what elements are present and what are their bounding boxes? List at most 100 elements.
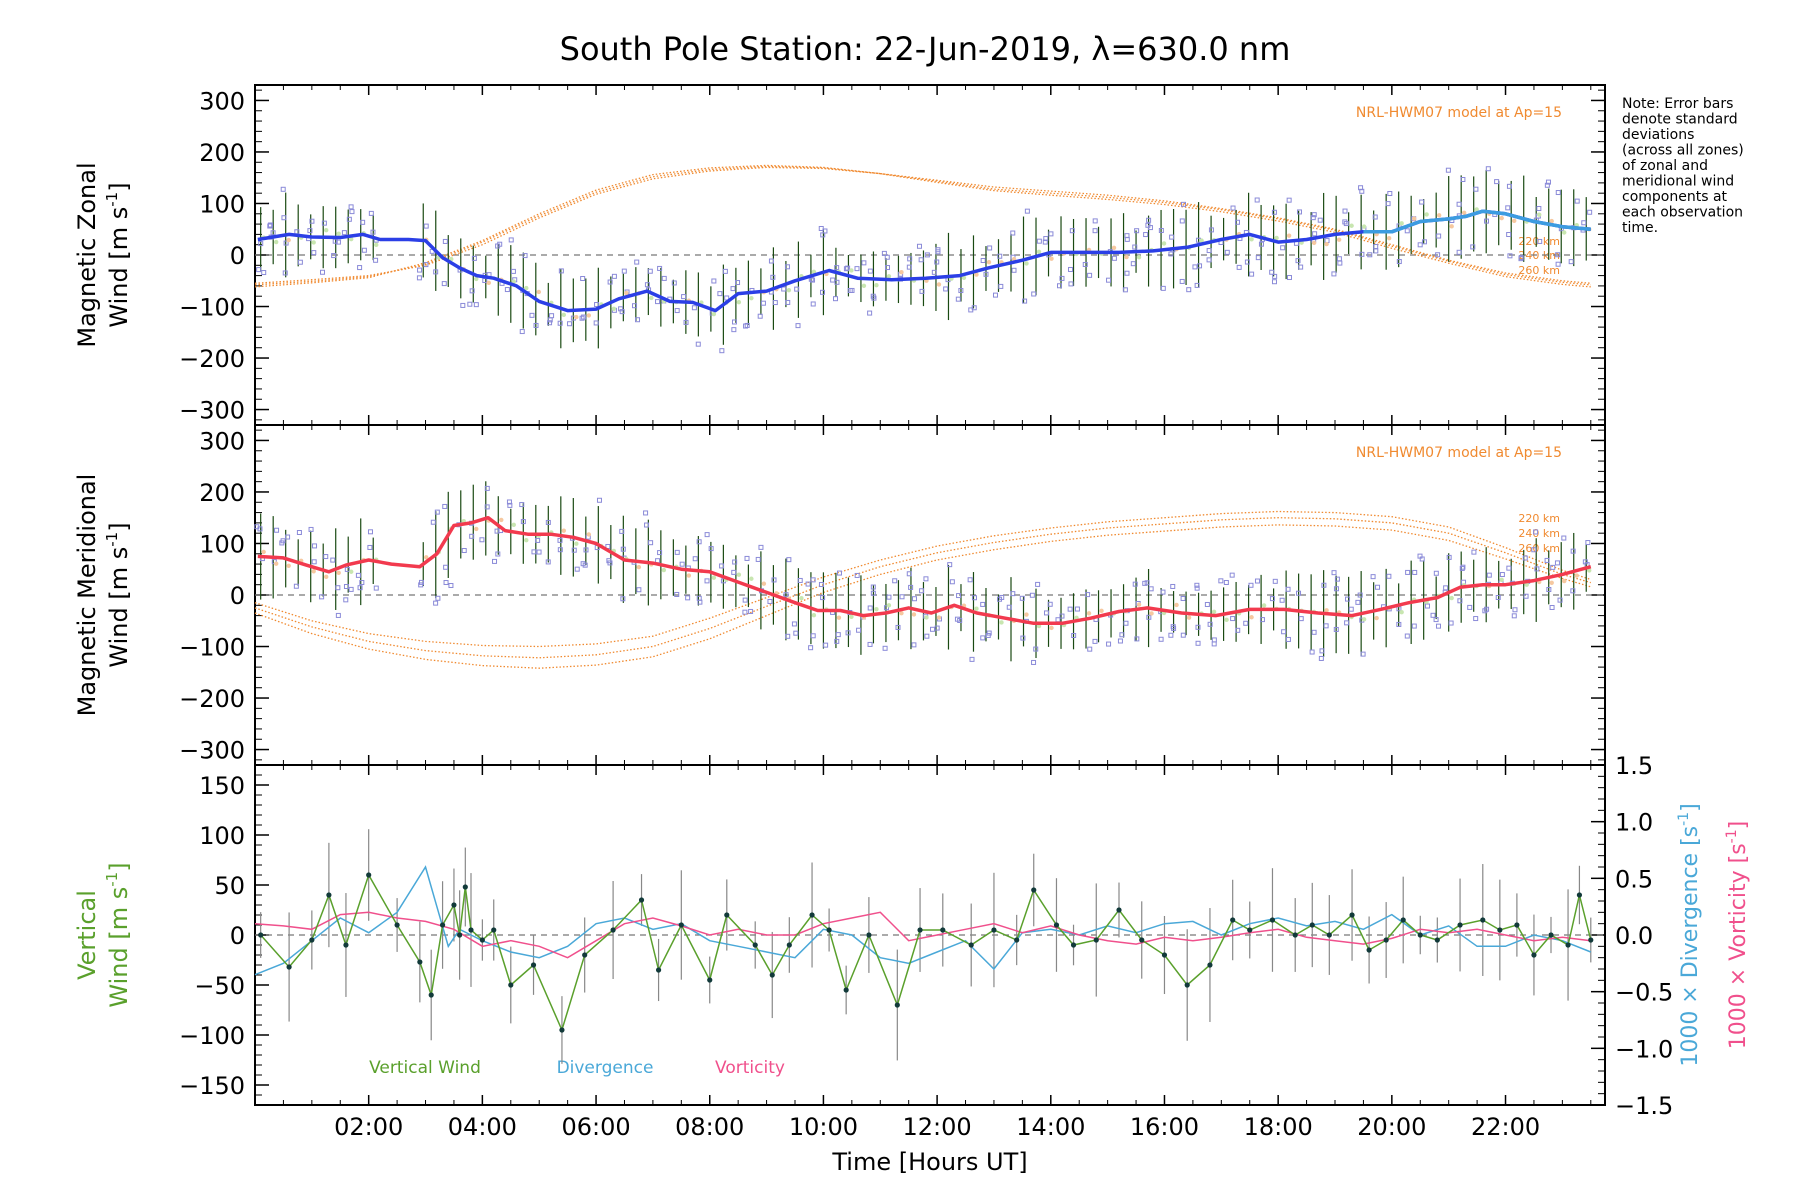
zone-sample	[1124, 233, 1130, 239]
vertical-wind-point	[1161, 952, 1168, 958]
zone-sample	[719, 348, 725, 354]
zone-sample	[1249, 271, 1255, 277]
zone-sample	[1195, 640, 1201, 646]
zone-sample	[1343, 221, 1349, 227]
zone-sample	[293, 583, 299, 589]
zone-sample	[1507, 253, 1513, 259]
zone-sample	[648, 540, 654, 546]
zone-sample-dot	[936, 282, 942, 287]
zone-sample	[1386, 573, 1392, 579]
zone-sample	[471, 255, 477, 261]
zone-sample	[1348, 606, 1354, 612]
y-tick-label: 0	[230, 242, 245, 270]
zone-sample	[643, 510, 649, 516]
zone-sample	[1106, 277, 1112, 283]
zone-sample	[1281, 629, 1287, 635]
zone-sample-dot	[474, 526, 479, 532]
vertical-wind-point	[366, 872, 372, 878]
zone-sample	[1310, 215, 1316, 221]
zone-sample	[1022, 298, 1028, 304]
zone-sample	[967, 577, 973, 583]
zone-sample	[1373, 248, 1379, 254]
zone-sample	[620, 546, 626, 552]
zone-sample	[1031, 659, 1037, 665]
zone-sample	[986, 630, 992, 636]
zone-sample	[867, 268, 873, 274]
vertical-wind-point	[326, 892, 332, 898]
zone-sample	[1132, 581, 1138, 587]
zone-sample-dot	[1361, 617, 1367, 622]
zone-sample	[834, 638, 840, 644]
zone-sample	[1460, 564, 1466, 570]
zone-sample	[1211, 637, 1217, 643]
zone-sample	[282, 270, 288, 276]
zone-sample	[1323, 623, 1329, 629]
zone-sample-dot	[1562, 230, 1567, 235]
zone-sample-dot	[899, 611, 904, 616]
zone-sample	[320, 269, 326, 275]
zone-sample	[730, 286, 736, 292]
zone-sample	[1435, 252, 1441, 258]
zone-sample	[911, 596, 917, 602]
zone-sample	[1512, 607, 1518, 613]
zone-sample	[256, 267, 262, 273]
zone-sample	[907, 256, 913, 262]
zone-sample-dot	[886, 274, 892, 279]
vertical-wind-point	[809, 912, 815, 918]
vertical-wind-point	[917, 927, 923, 933]
zone-sample	[1106, 641, 1112, 647]
zone-sample	[507, 502, 513, 508]
zone-sample	[980, 635, 986, 641]
zone-sample	[1435, 623, 1441, 629]
zone-sample	[784, 264, 790, 270]
zone-sample	[1333, 586, 1339, 592]
zone-sample	[355, 572, 361, 578]
vertical-wind-point	[826, 927, 832, 933]
zone-sample	[1092, 228, 1098, 234]
zone-sample-dot	[1562, 578, 1567, 584]
y-tick-label: −150	[179, 1072, 245, 1100]
meridional-wind-panel: Magnetic Meridional Wind [m s-1] NRL-HWM…	[73, 424, 1606, 766]
zone-sample	[593, 320, 599, 326]
zone-sample	[1071, 632, 1077, 638]
zone-sample	[836, 570, 842, 576]
zone-sample	[416, 275, 422, 281]
zone-sample-dot	[1311, 240, 1317, 246]
zone-sample-dot	[1049, 256, 1054, 261]
zone-sample	[270, 230, 276, 236]
zone-sample	[992, 292, 998, 298]
zone-sample-dot	[574, 314, 579, 320]
zone-sample	[758, 544, 764, 550]
model-curve	[254, 165, 1591, 286]
zone-sample	[1385, 201, 1391, 207]
zone-sample	[886, 594, 892, 600]
zone-sample	[881, 250, 887, 256]
vertical-wind-point	[1014, 937, 1020, 943]
zone-sample	[1055, 617, 1061, 623]
zone-sample	[918, 257, 924, 263]
zone-sample	[1470, 244, 1476, 250]
zone-sample	[793, 630, 799, 636]
zone-sample-dot	[273, 561, 279, 566]
zone-sample	[1020, 635, 1026, 641]
zone-sample	[785, 299, 791, 305]
legend-vertical-wind: Vertical Wind	[369, 1058, 481, 1078]
zone-sample	[1271, 209, 1277, 215]
zone-sample-dot	[786, 287, 792, 293]
zone-sample	[361, 247, 367, 253]
zone-sample	[731, 327, 737, 333]
zone-sample-dot	[711, 311, 717, 317]
zone-sample-dot	[1436, 213, 1442, 218]
zone-sample	[1119, 632, 1125, 638]
zone-sample	[1495, 595, 1501, 600]
zone-sample	[748, 608, 754, 614]
zone-sample	[1555, 252, 1561, 258]
vorticity-axis-label: 1000 × Vorticity [s-1]	[1724, 821, 1751, 1049]
zone-sample	[906, 264, 912, 270]
vertical-wind-point	[1588, 937, 1594, 943]
zone-sample-dot	[736, 299, 742, 305]
zone-sample	[742, 597, 748, 603]
zone-sample	[1405, 569, 1411, 575]
zone-sample	[267, 223, 273, 229]
y-tick-label: 300	[199, 427, 245, 455]
